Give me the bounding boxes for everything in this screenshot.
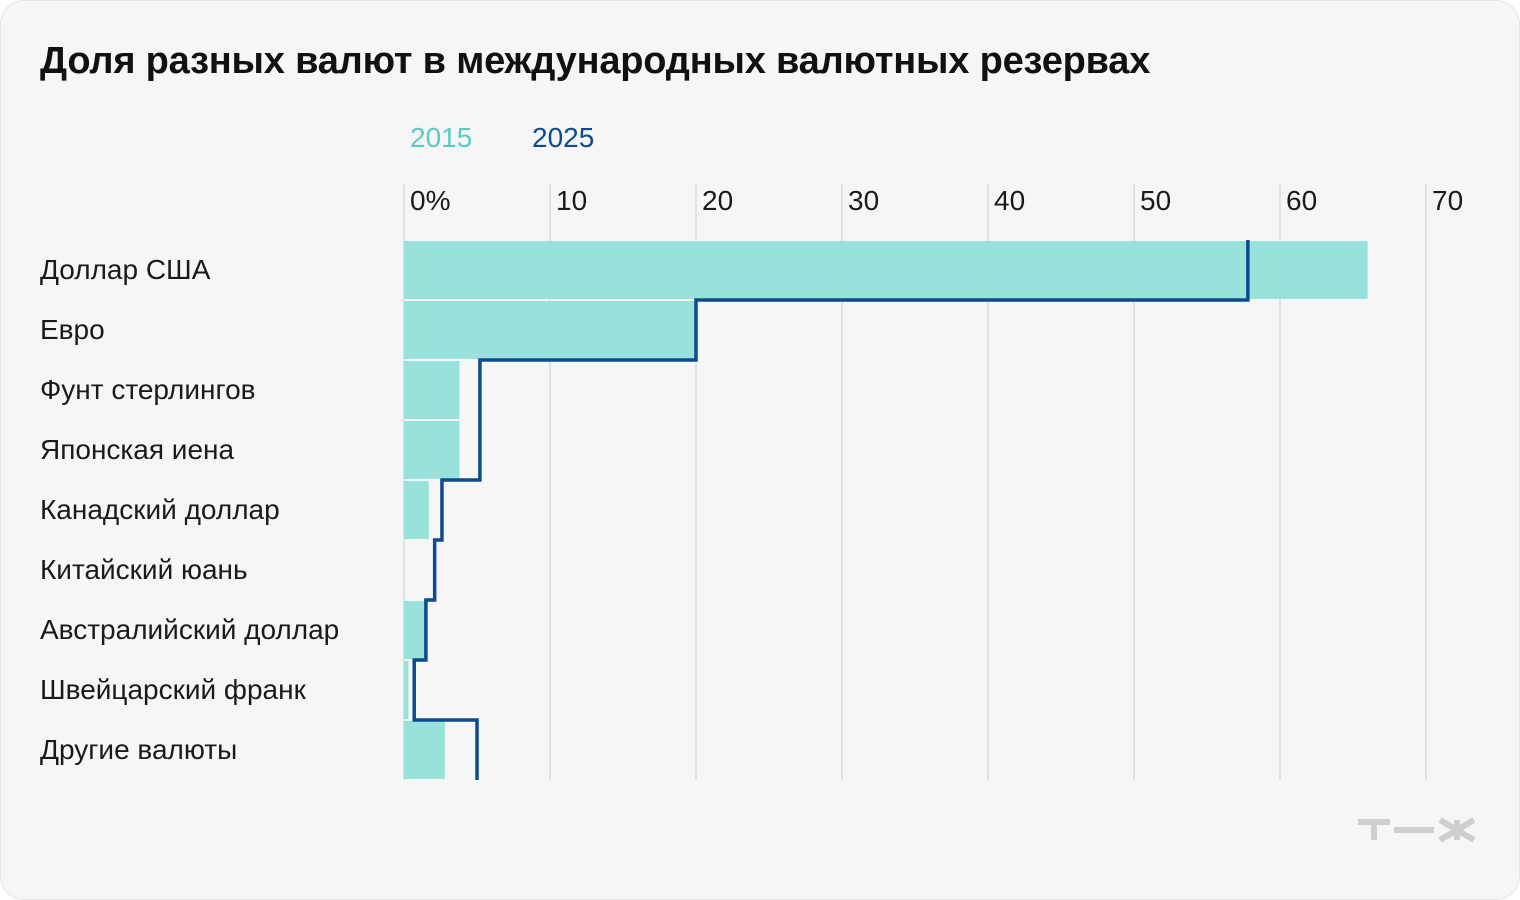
category-label-other: Другие валюты [40,734,238,765]
x-tick-label-4: 40 [994,185,1025,216]
bar-2015-8 [404,721,445,779]
bar-2015-2 [404,361,460,419]
category-label-eur: Евро [40,314,105,345]
x-tick-label-2: 20 [702,185,733,216]
category-label-usd: Доллар США [40,254,211,285]
legend-2025: 2025 [532,122,595,153]
chart-title: Доля разных валют в международных валютн… [40,40,1151,82]
x-tick-label-1: 10 [556,185,587,216]
category-labels: Доллар США Евро Фунт стерлингов Японская… [40,240,339,780]
bar-2015-7 [404,661,409,719]
bar-2015-3 [404,421,460,479]
bar-2015-0 [404,241,1368,299]
x-tick-label-5: 50 [1140,185,1171,216]
bar-2015-1 [404,301,696,359]
category-label-cad: Канадский доллар [40,494,280,525]
bar-2015-4 [404,481,429,539]
x-tick-label-7: 70 [1432,185,1463,216]
category-label-aud: Австралийский доллар [40,614,340,645]
x-tick-label-6: 60 [1286,185,1317,216]
category-label-gbp: Фунт стерлингов [40,374,256,405]
line-2025 [412,240,1250,780]
category-label-jpy: Японская иена [40,434,235,465]
legend-2015: 2015 [410,122,473,153]
x-tick-label-0: 0% [410,185,450,216]
category-label-cny: Китайский юань [40,554,248,585]
tzh-logo-icon [1358,817,1476,843]
x-tick-label-3: 30 [848,185,879,216]
category-label-chf: Швейцарский франк [40,674,306,705]
bar-2015-6 [404,601,425,659]
